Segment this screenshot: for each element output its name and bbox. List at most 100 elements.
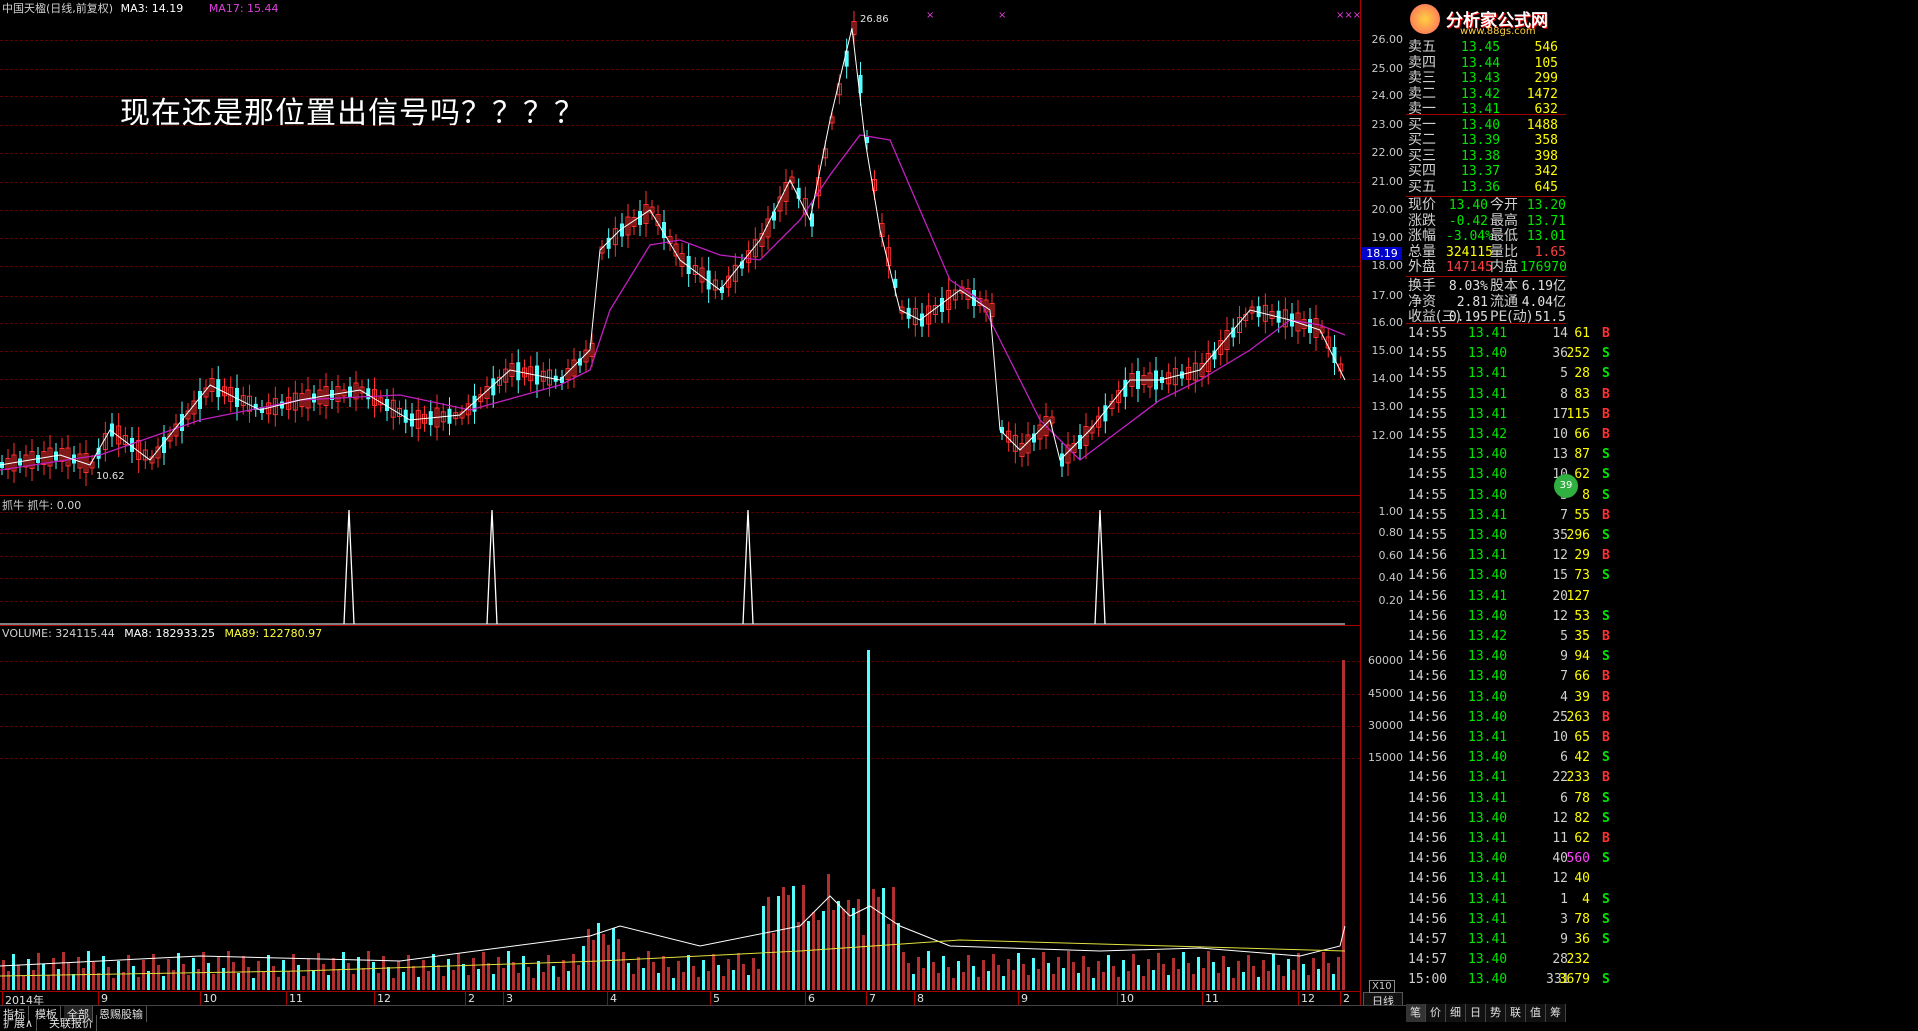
bottom-tab[interactable]: 模板 <box>32 1006 61 1022</box>
trade-row[interactable]: 14:57 13.41 36 S 9 <box>1406 930 1610 949</box>
trade-row[interactable]: 14:55 13.41 55 B 7 <box>1406 506 1610 525</box>
bottom-tab-extra[interactable]: 扩展∧ <box>0 1015 38 1031</box>
trade-row[interactable]: 14:56 13.41 4 S 1 <box>1406 890 1610 909</box>
trade-row[interactable]: 14:56 13.40 73 S 15 <box>1406 566 1610 585</box>
trade-row[interactable]: 14:55 13.41 83 B 8 <box>1406 385 1610 404</box>
bottom-tab[interactable]: 全部 <box>64 1006 93 1022</box>
trade-side: B <box>1602 831 1610 846</box>
right-tab[interactable]: 价 <box>1426 1004 1446 1022</box>
trade-side: S <box>1602 932 1610 947</box>
trade-side: S <box>1602 346 1610 362</box>
orderbook-row[interactable]: 买二 13.39 358 <box>1406 131 1566 150</box>
stat-label: 换手 <box>1408 278 1436 294</box>
right-tab[interactable]: 筹 <box>1546 1004 1566 1022</box>
trade-side: B <box>1602 548 1610 564</box>
quote-panel: 分析家公式网 www.88gs.com 卖五 13.45 546 卖四 13.44 105… <box>1406 0 1918 1023</box>
trade-row[interactable]: 14:56 13.40 94 S 9 <box>1406 647 1610 666</box>
trade-row[interactable]: 14:55 13.42 66 B 10 <box>1406 425 1610 444</box>
right-tab[interactable]: 联 <box>1506 1004 1526 1022</box>
trade-row[interactable]: 14:56 13.40 82 S 12 <box>1406 809 1610 828</box>
trade-row[interactable]: 14:55 13.40 252 S 36 <box>1406 344 1610 363</box>
right-tab[interactable]: 势 <box>1486 1004 1506 1022</box>
trade-row[interactable]: 14:55 13.40 296 S 35 <box>1406 526 1610 545</box>
trade-row[interactable]: 14:55 13.40 87 S 13 <box>1406 445 1610 464</box>
volume-unit: X10 <box>1369 980 1395 993</box>
trade-row[interactable]: 14:56 13.41 62 B 11 <box>1406 829 1610 848</box>
trade-side: S <box>1602 447 1610 463</box>
orderbook-row[interactable]: 卖三 13.43 299 <box>1406 69 1566 88</box>
time-label: 12 <box>374 992 391 1005</box>
orderbook-row[interactable]: 买三 13.38 398 <box>1406 147 1566 166</box>
trade-row[interactable]: 14:56 13.42 35 B 5 <box>1406 627 1610 646</box>
right-tab[interactable]: 值 <box>1526 1004 1546 1022</box>
trade-row[interactable]: 14:56 13.40 42 S 6 <box>1406 748 1610 767</box>
right-tab[interactable]: 笔 <box>1406 1004 1426 1022</box>
bottom-tab-extra[interactable]: 关联报价 <box>46 1015 97 1031</box>
trade-count: 9 <box>1560 932 1568 947</box>
trade-row[interactable]: 14:56 13.40 66 B 7 <box>1406 667 1610 686</box>
right-tab[interactable]: 细 <box>1446 1004 1466 1022</box>
time-label: 10 <box>200 992 217 1005</box>
trade-side: B <box>1602 507 1610 523</box>
bottom-tab[interactable]: 指标 <box>0 1006 29 1022</box>
trade-volume: 29 <box>1574 548 1590 564</box>
trade-time: 14:55 <box>1408 427 1448 442</box>
trade-price: 13.40 <box>1468 669 1508 685</box>
stat-label: 内盘 <box>1490 259 1518 276</box>
stat-value: 13.40 <box>1448 198 1488 213</box>
trade-side: S <box>1602 467 1610 483</box>
trade-row[interactable]: 14:56 13.41 29 B 12 <box>1406 546 1610 565</box>
trade-row[interactable]: 14:56 13.40 560 S 40 <box>1406 849 1610 868</box>
trade-volume: 61 <box>1574 326 1590 341</box>
chart-area[interactable]: 中国天楹(日线,前复权) MA3: 14.19 MA17: 15.44 现在还是… <box>0 0 1360 1005</box>
float-ball-icon[interactable]: 39 <box>1554 474 1578 498</box>
orderbook-row[interactable]: 卖五 13.45 546 <box>1406 38 1566 57</box>
stat-value: 176970 <box>1520 260 1567 276</box>
trade-row[interactable]: 14:55 13.41 61 B 14 <box>1406 324 1610 343</box>
x-mark-2: × <box>998 10 1007 21</box>
trade-row[interactable]: 14:55 13.41 28 S 5 <box>1406 364 1610 383</box>
orderbook-row[interactable]: 卖四 13.44 105 <box>1406 54 1566 73</box>
trade-price: 13.41 <box>1468 932 1508 947</box>
trade-row[interactable]: 14:55 13.41 115 B 17 <box>1406 405 1610 424</box>
trade-row[interactable]: 14:56 13.40 263 B 25 <box>1406 708 1610 727</box>
orderbook-row[interactable]: 卖二 13.42 1472 <box>1406 85 1566 104</box>
trade-row[interactable]: 14:56 13.41 65 B 10 <box>1406 728 1610 747</box>
trade-count: 14 <box>1552 326 1568 341</box>
trade-side: S <box>1602 366 1610 382</box>
trade-volume: 94 <box>1574 649 1590 665</box>
trade-time: 14:55 <box>1408 467 1448 483</box>
right-tab[interactable]: 日 <box>1466 1004 1486 1022</box>
trade-row[interactable]: 14:56 13.41 78 S 6 <box>1406 789 1610 808</box>
stats-row: 净资 2.81 流通 4.04亿 <box>1406 293 1566 312</box>
trade-price: 13.41 <box>1468 770 1508 786</box>
trade-row[interactable]: 14:56 13.41 40 12 <box>1406 869 1590 888</box>
trade-volume: 296 <box>1566 528 1590 543</box>
logo-text: 分析家公式网 <box>1446 11 1548 31</box>
trade-row[interactable]: 14:56 13.41 233 B 22 <box>1406 768 1610 787</box>
orderbook-row[interactable]: 买四 13.37 342 <box>1406 162 1566 181</box>
trade-price: 13.42 <box>1468 427 1508 442</box>
trade-count: 331 <box>1546 972 1570 988</box>
trade-time: 14:55 <box>1408 507 1448 523</box>
orderbook-row[interactable]: 买五 13.36 645 <box>1406 178 1566 197</box>
orderbook-row[interactable]: 买一 13.40 1488 <box>1406 116 1566 135</box>
bottom-tab-bar: 指标 模板 全部 恩赐股输扩展∧ 关联报价 <box>0 1005 1406 1031</box>
bottom-tab[interactable]: 恩赐股输 <box>96 1006 147 1022</box>
trade-row[interactable]: 14:56 13.40 39 B 4 <box>1406 688 1610 707</box>
trade-time: 14:56 <box>1408 629 1448 644</box>
trade-row[interactable]: 14:57 13.40 232 28 <box>1406 950 1590 969</box>
trade-row[interactable]: 14:56 13.41 127 20 <box>1406 587 1590 606</box>
price-axis <box>1360 0 1406 1005</box>
trade-row[interactable]: 14:56 13.40 53 S 12 <box>1406 607 1610 626</box>
trade-count: 20 <box>1552 588 1568 604</box>
trade-row[interactable]: 14:56 13.41 78 S 3 <box>1406 910 1610 929</box>
stat-label: 最低 <box>1490 228 1518 245</box>
trade-volume: 78 <box>1574 911 1590 927</box>
orderbook-price: 13.45 <box>1461 40 1501 55</box>
orderbook-row[interactable]: 卖一 13.41 632 <box>1406 100 1566 119</box>
trade-row[interactable]: 15:00 13.40 3679 S 331 <box>1406 970 1610 989</box>
orderbook-volume: 546 <box>1534 40 1558 55</box>
